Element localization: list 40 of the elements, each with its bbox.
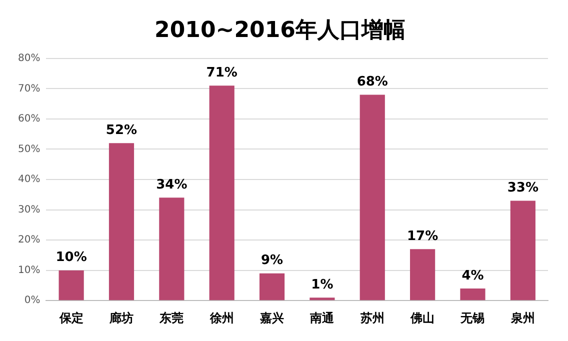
bar <box>310 298 335 300</box>
x-tick-label: 东莞 <box>158 310 184 325</box>
x-tick-label: 佛山 <box>410 310 435 325</box>
y-tick-label: 40% <box>18 174 40 186</box>
x-tick-label: 泉州 <box>510 310 535 325</box>
data-label: 33% <box>507 180 538 196</box>
data-label: 34% <box>156 178 188 193</box>
y-tick-label: 60% <box>18 114 40 125</box>
x-tick-label: 南通 <box>309 310 336 325</box>
data-label: 71% <box>206 66 238 81</box>
x-tick-label: 廊坊 <box>108 310 134 325</box>
x-tick-label: 苏州 <box>359 310 384 325</box>
data-label: 9% <box>260 253 284 268</box>
data-label: 10% <box>56 250 87 266</box>
x-tick-label: 无锡 <box>460 310 485 325</box>
x-tick-label: 嘉兴 <box>260 310 284 325</box>
x-tick-label: 保定 <box>58 310 84 325</box>
bar <box>259 273 285 300</box>
data-label: 4% <box>462 268 484 284</box>
data-label: 17% <box>406 229 438 244</box>
bar <box>159 198 184 300</box>
bar <box>360 94 385 300</box>
data-label: 52% <box>106 123 138 138</box>
bar <box>209 86 234 300</box>
bar <box>510 200 536 300</box>
y-tick-label: 80% <box>18 52 40 64</box>
bar <box>108 143 134 300</box>
bar <box>58 270 84 300</box>
data-label: 68% <box>356 74 388 90</box>
y-tick-label: 70% <box>18 83 40 94</box>
y-tick-label: 0% <box>24 295 40 306</box>
data-label: 1% <box>311 277 334 292</box>
chart-title: 2010~2016年人口增幅 <box>154 18 406 43</box>
x-tick-label: 徐州 <box>208 310 234 325</box>
y-tick-label: 30% <box>18 204 40 216</box>
bar <box>410 249 436 300</box>
y-tick-label: 50% <box>18 144 40 155</box>
y-tick-label: 10% <box>18 264 40 276</box>
bar <box>460 288 486 300</box>
y-tick-label: 20% <box>18 234 40 246</box>
